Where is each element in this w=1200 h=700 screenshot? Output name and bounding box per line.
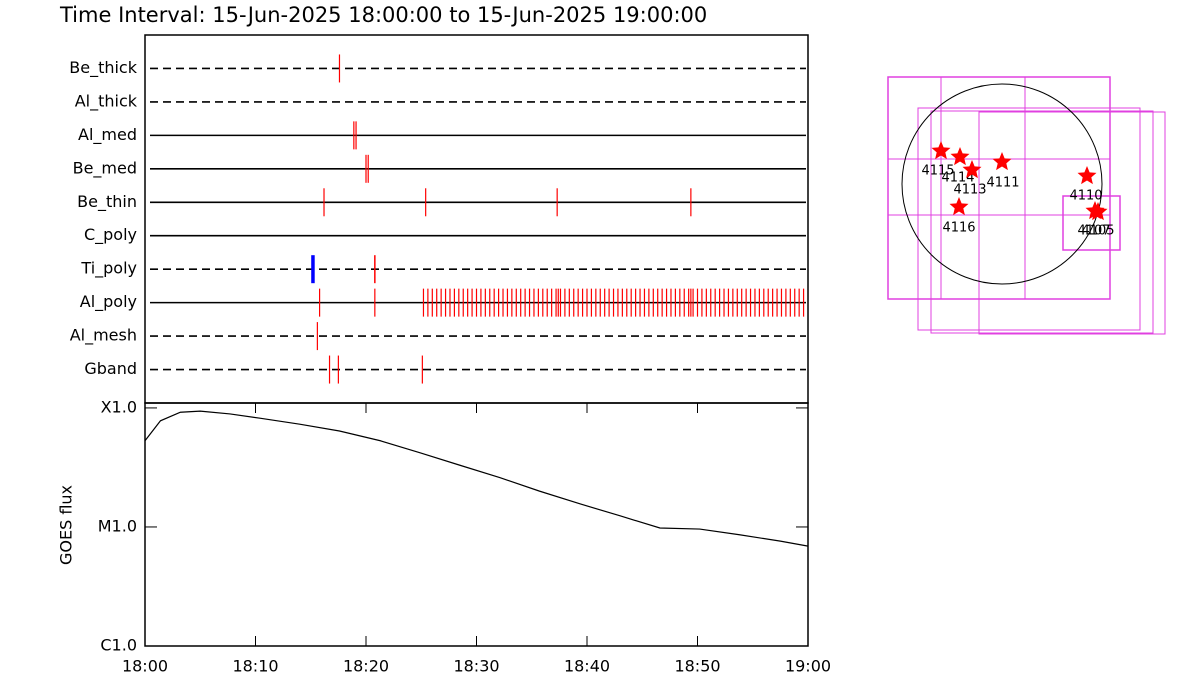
row-label: Be_thin	[77, 192, 137, 212]
page-title: Time Interval: 15-Jun-2025 18:00:00 to 1…	[59, 3, 707, 27]
row-label: Al_mesh	[70, 326, 137, 346]
row-label: Ti_poly	[80, 259, 137, 279]
region-label: 4116	[942, 221, 975, 236]
solar-limb	[901, 83, 1103, 285]
row-label: Be_med	[73, 158, 137, 178]
fov-box	[978, 111, 1166, 335]
row-label: Be_thick	[69, 58, 137, 78]
row-label: Gband	[84, 359, 137, 378]
fov-box	[1062, 195, 1121, 251]
region-star	[931, 141, 951, 160]
plot-frame	[144, 34, 809, 404]
fov-box	[930, 110, 1154, 334]
region-label: 4114	[941, 171, 974, 186]
x-tick-label: 18:20	[343, 657, 389, 676]
x-tick-label: 18:00	[122, 657, 168, 676]
x-tick-label: 18:30	[453, 657, 499, 676]
fov-box	[887, 76, 1111, 300]
region-label: 4107	[1077, 224, 1110, 239]
region-star	[962, 160, 982, 179]
row-label: Al_poly	[80, 292, 137, 312]
region-label: 4115	[921, 164, 954, 179]
flux-line	[144, 410, 809, 547]
region-star	[992, 152, 1012, 171]
region-label: 4113	[953, 183, 986, 198]
row-label: Al_med	[78, 125, 137, 145]
row-label: Al_thick	[75, 91, 138, 111]
y-axis-label: GOES flux	[57, 485, 76, 565]
y-tick-label: X1.0	[101, 397, 137, 416]
x-tick-label: 18:40	[564, 657, 610, 676]
region-label: 4110	[1069, 189, 1102, 204]
region-label: 4105	[1081, 224, 1114, 239]
plot-frame	[144, 402, 809, 647]
region-star	[1077, 166, 1097, 185]
fov-box	[917, 107, 1141, 331]
x-tick-label: 19:00	[785, 657, 831, 676]
region-label: 4111	[986, 176, 1019, 191]
x-tick-label: 18:10	[232, 657, 278, 676]
x-tick-label: 18:50	[674, 657, 720, 676]
y-tick-label: C1.0	[100, 636, 137, 655]
row-label: C_poly	[84, 225, 137, 245]
region-star	[950, 147, 970, 166]
y-tick-label: M1.0	[98, 516, 137, 535]
region-star	[949, 197, 969, 216]
region-star	[1088, 202, 1108, 221]
